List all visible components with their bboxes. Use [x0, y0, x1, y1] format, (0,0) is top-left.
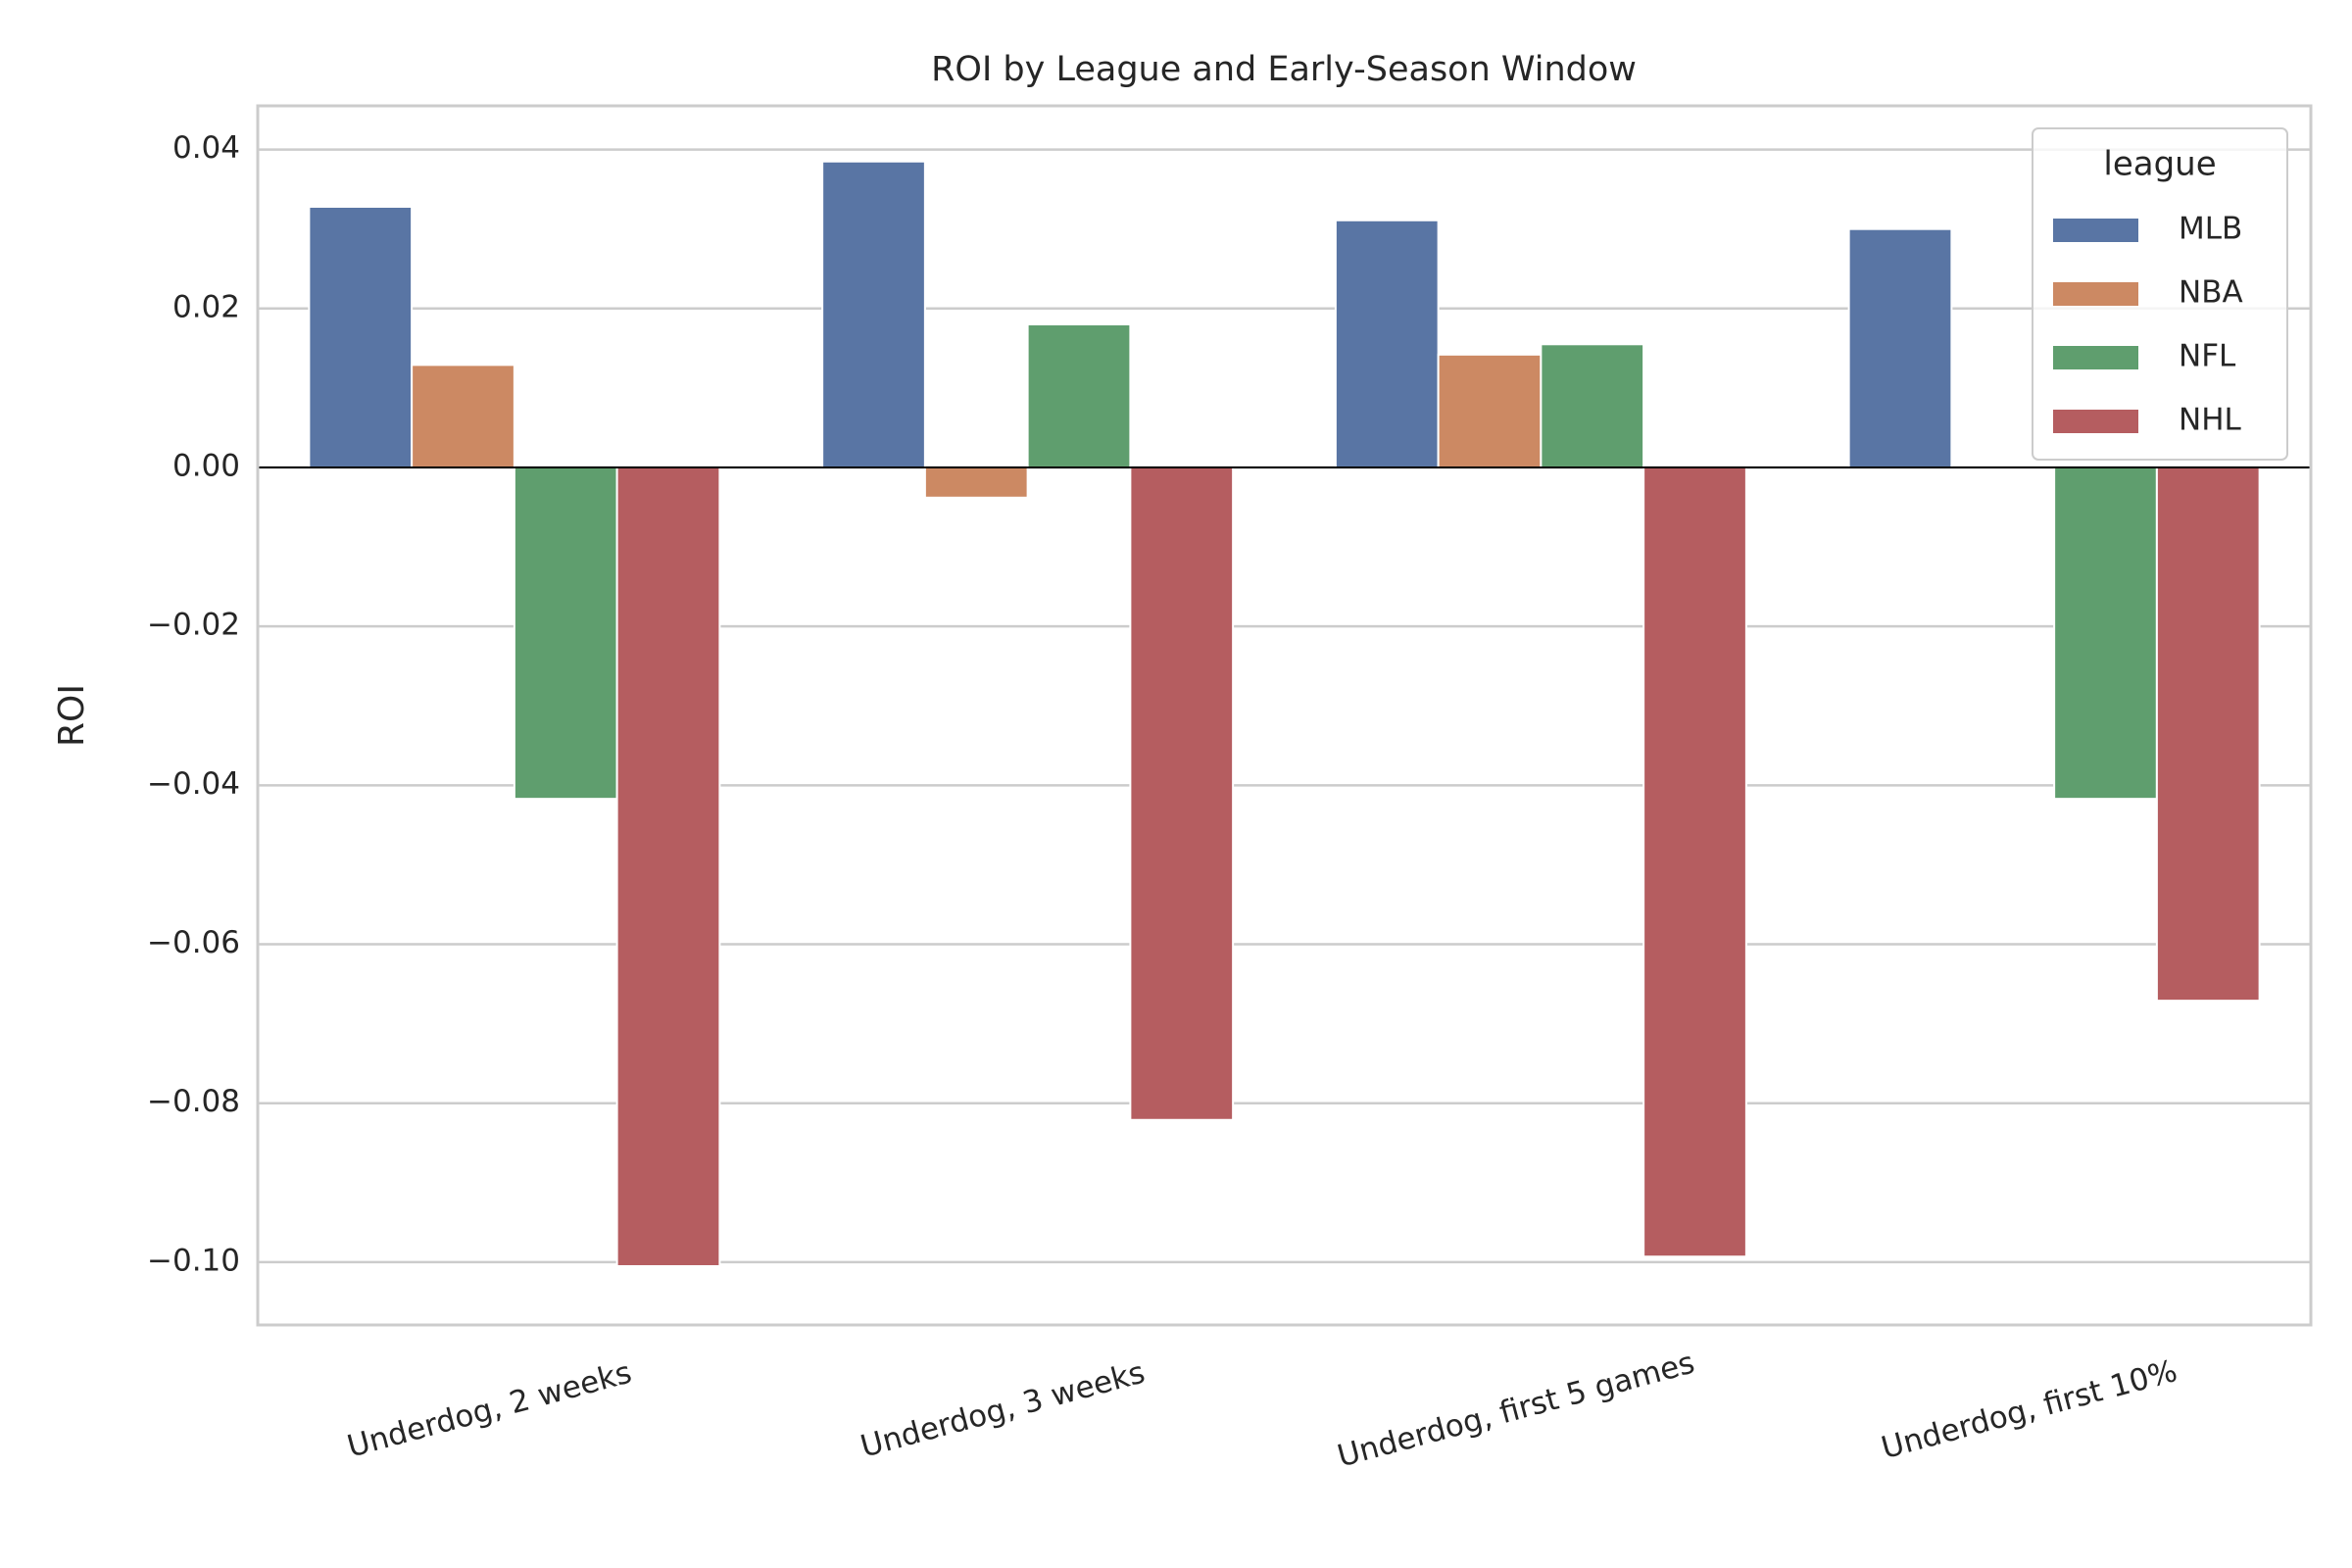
legend-swatch [2053, 219, 2138, 242]
chart-title: ROI by League and Early-Season Window [931, 50, 1637, 89]
bar [513, 466, 618, 801]
legend-label: NHL [2179, 403, 2242, 438]
y-tick-label: −0.10 [147, 1243, 240, 1278]
y-tick-label: −0.06 [147, 925, 240, 960]
bar [2053, 466, 2158, 801]
legend-swatch [2053, 282, 2138, 306]
legend-title: league [2103, 145, 2216, 184]
bar [1847, 227, 1953, 468]
bar [615, 466, 721, 1267]
axes-frame [256, 104, 2313, 1327]
legend-label: NBA [2179, 275, 2243, 311]
y-tick-label: 0.00 [172, 448, 240, 483]
bar [308, 205, 414, 468]
y-tick-label: −0.02 [147, 608, 240, 643]
bar [411, 364, 515, 468]
legend-swatch [2053, 410, 2138, 433]
y-axis-label: ROI [52, 684, 92, 747]
bar [1129, 466, 1235, 1121]
legend-label: MLB [2179, 212, 2242, 247]
y-tick-label: −0.04 [147, 766, 240, 802]
legend: league MLB NBA NFL NHL [2032, 127, 2288, 461]
legend-swatch [2053, 346, 2138, 369]
bar [1642, 466, 1747, 1258]
bar [923, 466, 1029, 499]
bar [1334, 219, 1440, 468]
y-tick-label: 0.02 [172, 289, 240, 324]
y-tick-label: −0.08 [147, 1084, 240, 1119]
bar [1026, 323, 1132, 468]
bar [1540, 343, 1645, 468]
legend-box [2032, 127, 2288, 461]
bar [821, 160, 926, 468]
legend-label: NFL [2179, 339, 2236, 374]
bar [2155, 466, 2261, 1003]
bar [1437, 353, 1543, 468]
y-tick-label: 0.04 [172, 130, 240, 166]
